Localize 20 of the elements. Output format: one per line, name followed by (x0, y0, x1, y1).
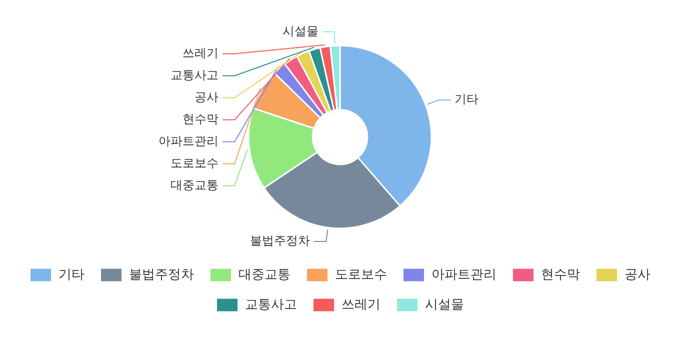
slice-label: 공사 (194, 90, 219, 104)
slice-label: 대중교통 (170, 178, 219, 192)
slice-label: 기타 (454, 92, 479, 106)
slice-label: 도로보수 (170, 156, 219, 170)
legend-label: 대중교통 (238, 267, 290, 282)
legend-label: 공사 (624, 267, 650, 282)
legend-label: 쓰레기 (341, 297, 380, 312)
slice-label: 시설물 (282, 24, 318, 38)
legend-label: 아파트관리 (431, 267, 496, 282)
legend-label: 교통사고 (244, 297, 297, 312)
legend-label: 기타 (58, 267, 84, 282)
slice-label: 불법주정차 (250, 234, 310, 248)
slice-label: 현수막 (182, 112, 219, 126)
legend-label: 도로보수 (334, 267, 387, 282)
legend-label: 불법주정차 (128, 267, 194, 282)
legend-label: 현수막 (540, 267, 580, 282)
legend-label: 시설물 (424, 297, 464, 312)
slice-label: 아파트관리 (158, 134, 219, 148)
slice-label: 쓰레기 (182, 46, 219, 60)
slice-label: 교통사고 (170, 68, 219, 82)
